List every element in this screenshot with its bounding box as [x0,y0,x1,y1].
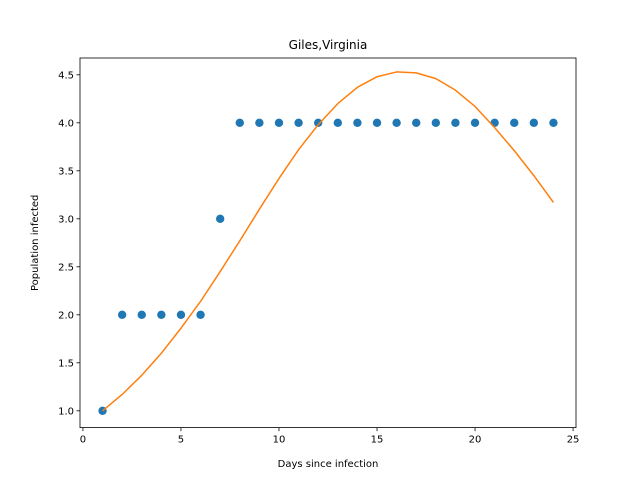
x-tick-label: 15 [371,435,384,446]
y-tick-label: 3.5 [58,166,74,177]
axes-frame [79,57,577,429]
data-point [431,118,441,128]
y-tick-label: 2.0 [58,310,74,321]
data-point [117,310,127,319]
data-point [353,118,362,128]
data-point [196,310,205,319]
data-point [215,214,225,223]
data-point [510,118,519,128]
data-point [255,118,264,128]
data-point [470,118,480,128]
y-tick-label: 3.0 [58,214,74,225]
x-axis-label: Days since infection [278,459,379,470]
y-tick-label: 1.5 [58,358,74,369]
data-point [333,118,343,128]
y-tick-label: 4.0 [58,118,74,129]
data-point [392,118,401,128]
data-point [157,310,166,319]
data-point [313,118,323,128]
chart-title: Giles,Virginia [289,38,368,52]
y-axis-ticks: 1.0 1.5 2.0 2.5 3.0 3.5 4.0 4.5 [58,70,80,417]
x-axis-ticks: 0 5 10 15 20 25 [80,427,580,446]
x-tick-label: 25 [567,435,580,446]
fitted-curve-line [102,71,555,412]
data-point [451,118,460,128]
data-point [529,118,539,128]
data-point [235,118,244,128]
y-tick-label: 1.0 [58,406,74,417]
data-point [294,118,303,128]
x-tick-label: 5 [178,435,184,446]
data-point [176,310,186,319]
data-point [490,118,499,128]
y-tick-label: 4.5 [58,70,74,81]
data-point [137,310,146,319]
x-tick-label: 10 [273,435,286,446]
data-point [412,118,421,128]
data-point [372,118,382,128]
y-axis-label: Population infected [30,195,41,291]
x-tick-label: 20 [469,435,482,446]
data-point [274,118,284,128]
data-point [549,118,558,128]
x-tick-label: 0 [80,435,86,446]
series-layer [98,71,558,415]
y-tick-label: 2.5 [58,262,74,273]
